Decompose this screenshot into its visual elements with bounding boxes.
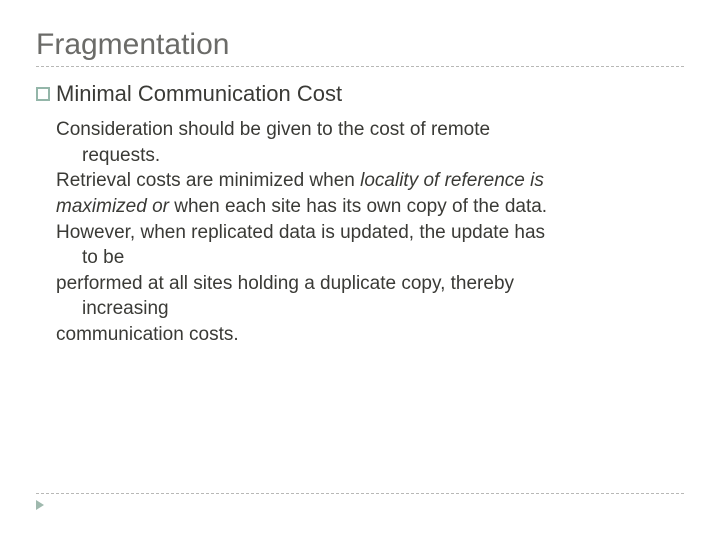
body-span: when each site has its own copy of the d…: [174, 196, 547, 217]
square-bullet-icon: [36, 87, 50, 101]
triangle-marker-icon: [36, 500, 44, 510]
slide-title: Fragmentation: [36, 28, 684, 62]
body-span-italic: locality of reference is: [360, 170, 544, 191]
body-line: communication costs.: [56, 322, 684, 348]
body-line: performed at all sites holding a duplica…: [56, 271, 684, 297]
body-text: Consideration should be given to the cos…: [36, 117, 684, 348]
subheading: Minimal Communication Cost: [36, 81, 684, 107]
body-span-italic: maximized or: [56, 196, 174, 217]
title-divider: [36, 66, 684, 67]
body-line: increasing: [56, 296, 684, 322]
body-line: maximized or when each site has its own …: [56, 194, 684, 220]
body-line: to be: [56, 245, 684, 271]
body-line: Retrieval costs are minimized when local…: [56, 168, 684, 194]
body-line: However, when replicated data is updated…: [56, 220, 684, 246]
footer-divider: [36, 493, 684, 494]
slide: Fragmentation Minimal Communication Cost…: [0, 0, 720, 540]
body-line: requests.: [56, 143, 684, 169]
subheading-text: Minimal Communication Cost: [56, 81, 342, 107]
body-line: Consideration should be given to the cos…: [56, 117, 684, 143]
body-span: Retrieval costs are minimized when: [56, 170, 360, 191]
